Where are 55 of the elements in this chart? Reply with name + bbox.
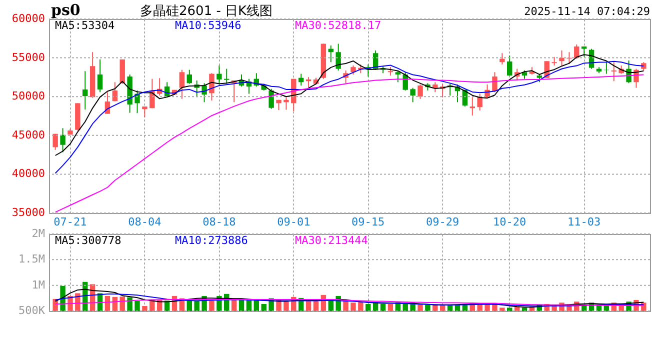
candlestick [284, 96, 289, 110]
candlestick [224, 68, 230, 84]
x-tick-label: 09-15 [352, 216, 385, 228]
candlestick [82, 70, 88, 110]
candlestick [350, 64, 356, 75]
candlestick [268, 88, 274, 110]
chart-title: 多晶硅2601 - 日K线图 [140, 4, 273, 19]
text: MA5:300778 [55, 234, 122, 247]
y-tick-label: 500K [18, 304, 46, 317]
text: 2025-11-14 07:04:29 [524, 5, 650, 18]
x-tick-label: 09-29 [426, 216, 460, 228]
candlestick [336, 43, 341, 71]
y-tick-label: 1M [32, 278, 46, 292]
text: MA30:213444 [295, 234, 368, 247]
candlestick [410, 87, 416, 103]
candlestick [395, 70, 401, 83]
candlestick [209, 72, 214, 101]
candlestick [142, 106, 148, 118]
candlestick [179, 69, 185, 100]
candlestick [402, 72, 408, 91]
text: MA10:53946 [175, 19, 242, 32]
y-tick-label: 1.5M [18, 252, 46, 266]
x-tick-label: 07-21 [54, 216, 87, 228]
candlestick [574, 44, 580, 60]
x-tick-label: 11-03 [568, 216, 601, 228]
x-tick-label: 08-18 [202, 216, 236, 228]
candlestick [52, 133, 58, 150]
candlestick [120, 58, 125, 84]
y-tick-label: 55000 [12, 50, 45, 64]
x-tick-label: 10-20 [493, 216, 526, 228]
y-tick-label: 2M [32, 227, 46, 240]
candlestick [500, 52, 505, 65]
candlestick [432, 82, 438, 93]
y-tick-label: 40000 [12, 167, 45, 180]
candlestick [507, 54, 512, 76]
line-series [54, 298, 644, 306]
candlestick [216, 64, 222, 84]
candlestick [186, 69, 192, 84]
x-tick-label: 08-04 [128, 216, 162, 228]
candlestick [97, 58, 103, 93]
candlestick [611, 62, 616, 82]
y-tick-label: 45000 [12, 128, 45, 142]
candlestick [477, 93, 482, 111]
text: MA5:53304 [55, 19, 115, 32]
candlestick [60, 128, 66, 153]
line-series [54, 294, 644, 306]
text: MA10:273886 [175, 234, 248, 247]
candlestick [492, 72, 498, 93]
y-tick-label: 60000 [12, 12, 45, 25]
annotation: ps0 [51, 1, 80, 19]
text: MA30:52818.17 [295, 19, 382, 32]
x-tick-label: 09-01 [277, 216, 310, 228]
y-tick-label: 50000 [12, 90, 45, 103]
candlestick [418, 84, 423, 100]
y-tick-label: 35000 [12, 206, 45, 219]
